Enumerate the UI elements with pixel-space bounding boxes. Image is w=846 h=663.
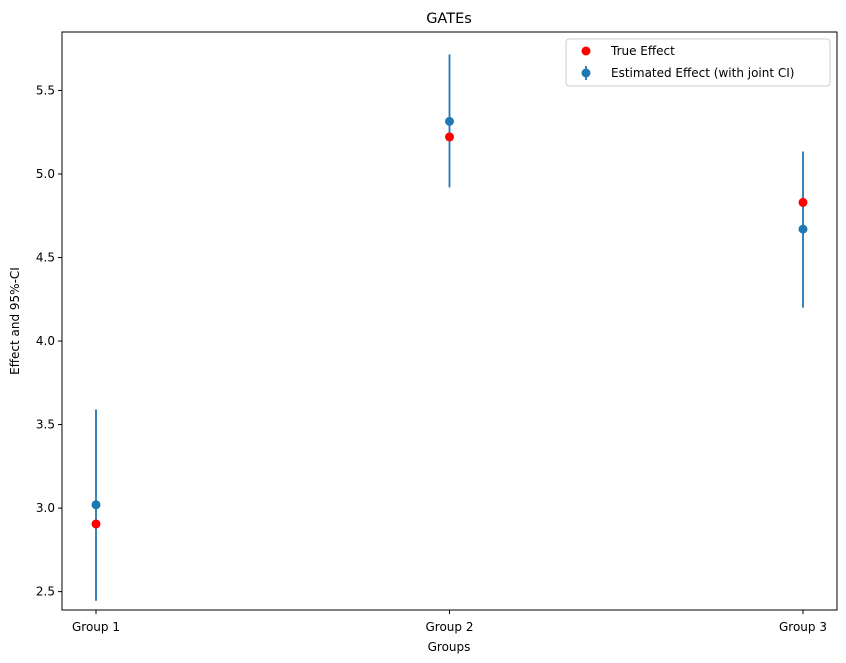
plot-area (91, 54, 808, 601)
true-effect-point (798, 197, 808, 207)
legend-estimated-effect-marker (581, 68, 591, 78)
y-tick-label: 2.5 (36, 585, 55, 599)
x-tick-label: Group 3 (779, 620, 827, 634)
estimated-effect-point (445, 116, 454, 126)
legend-estimated-effect-label: Estimated Effect (with joint CI) (611, 66, 794, 80)
y-tick-label: 4.0 (36, 334, 55, 348)
y-tick-label: 5.5 (36, 83, 55, 97)
legend: True Effect Estimated Effect (with joint … (565, 38, 831, 87)
y-tick-label: 5.0 (36, 167, 55, 181)
estimated-effect-point (91, 500, 101, 510)
true-effect-point (91, 519, 101, 529)
y-tick-label: 4.5 (36, 251, 55, 265)
estimated-effect-point (798, 224, 808, 234)
chart-title: GATEs (426, 11, 472, 27)
x-tick-label: Group 1 (72, 620, 120, 634)
y-tick-label: 3.0 (36, 501, 55, 515)
legend-true-effect-marker (581, 46, 591, 56)
x-tick-label: Group 2 (426, 620, 474, 634)
legend-true-effect-label: True Effect (610, 44, 675, 58)
y-axis-title: Effect and 95%-CI (8, 267, 22, 375)
legend-box (565, 38, 831, 87)
true-effect-point (445, 132, 454, 142)
axes: 2.5 3.0 3.5 4.0 4.5 5.0 5.5 Group 1 Group 2 Group… (36, 83, 827, 634)
x-axis-title: Groups (428, 640, 471, 654)
y-tick-label: 3.5 (36, 418, 55, 432)
